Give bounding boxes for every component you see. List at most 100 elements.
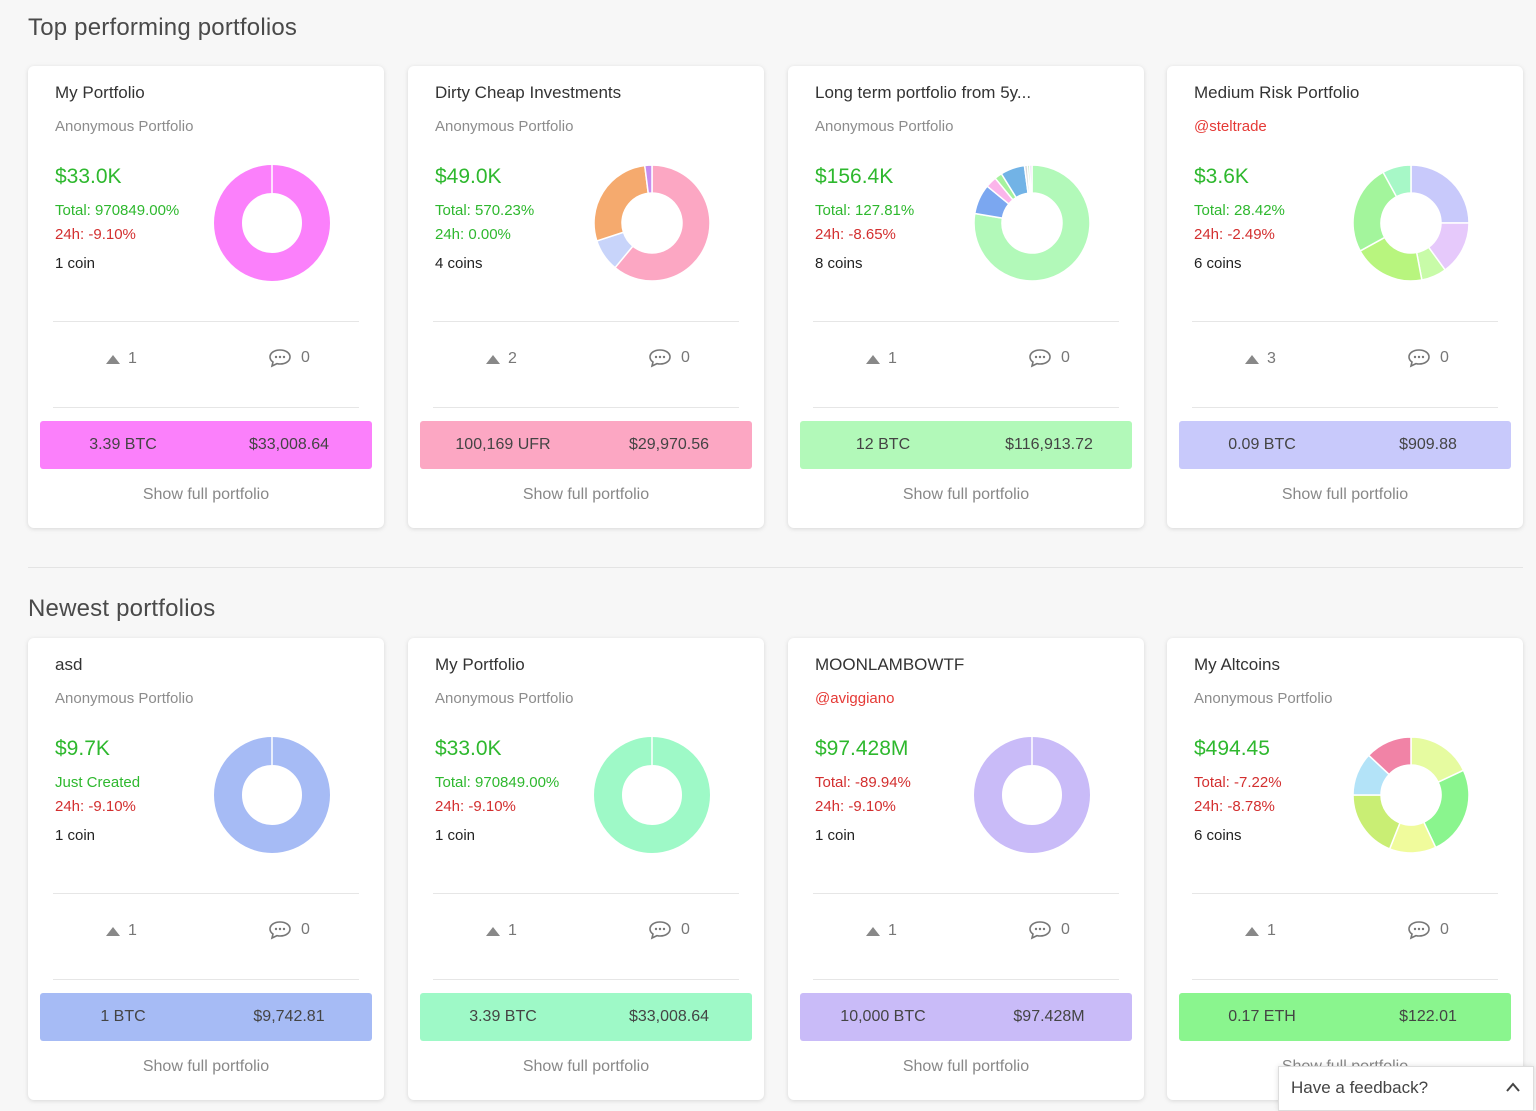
- portfolio-name[interactable]: Dirty Cheap Investments: [435, 83, 622, 102]
- portfolio-card[interactable]: Dirty Cheap Investments Anonymous Portfo…: [408, 66, 764, 528]
- portfolio-name[interactable]: Long term portfolio from 5y...: [815, 83, 1032, 102]
- triangle-up-icon: [106, 926, 120, 936]
- triangle-up-icon: [866, 354, 880, 364]
- upvote-button[interactable]: 3: [1245, 350, 1276, 368]
- holding-value: $909.88: [1399, 436, 1457, 453]
- show-full-portfolio-link[interactable]: Show full portfolio: [142, 486, 270, 503]
- show-full-portfolio-link[interactable]: Show full portfolio: [902, 486, 1030, 503]
- card-divider: [433, 407, 739, 408]
- card-divider: [433, 321, 739, 322]
- holding-amount: 100,169 UFR: [455, 436, 551, 453]
- show-full-portfolio-link[interactable]: Show full portfolio: [522, 486, 650, 503]
- card-divider: [53, 407, 359, 408]
- speech-bubble-icon: [269, 921, 291, 940]
- upvote-button[interactable]: 1: [1245, 922, 1276, 940]
- speech-bubble-icon: [649, 349, 671, 368]
- upvote-button[interactable]: 1: [486, 922, 517, 940]
- comments-button[interactable]: 0: [1407, 920, 1449, 940]
- upvote-button[interactable]: 1: [106, 350, 137, 368]
- feedback-label: Have a feedback?: [1291, 1078, 1429, 1097]
- show-full-portfolio-link[interactable]: Show full portfolio: [522, 1058, 650, 1075]
- portfolio-total-change: Total: 570.23%: [435, 202, 535, 219]
- section-divider: [28, 567, 1523, 568]
- top-holding-bar: 3.39 BTC $33,008.64: [420, 993, 752, 1041]
- portfolio-card[interactable]: My Portfolio Anonymous Portfolio $33.0K …: [28, 66, 384, 528]
- portfolio-total-change: Total: -89.94%: [815, 774, 911, 791]
- show-full-portfolio-link[interactable]: Show full portfolio: [1281, 486, 1409, 503]
- upvote-button[interactable]: 1: [106, 922, 137, 940]
- portfolio-card[interactable]: My Altcoins Anonymous Portfolio $494.45 …: [1167, 638, 1523, 1100]
- top-holding-bar: 10,000 BTC $97.428M: [800, 993, 1132, 1041]
- portfolio-value: $33.0K: [55, 165, 122, 188]
- comments-button[interactable]: 0: [1407, 348, 1449, 368]
- card-divider: [813, 979, 1119, 980]
- donut-slice: [613, 164, 711, 282]
- holding-value: $9,742.81: [253, 1008, 325, 1025]
- card-divider: [53, 321, 359, 322]
- card-divider: [433, 893, 739, 894]
- top-holding-bar: 0.09 BTC $909.88: [1179, 421, 1511, 469]
- comments-button[interactable]: 0: [268, 348, 310, 368]
- triangle-up-icon: [1245, 354, 1259, 364]
- card-divider: [1192, 407, 1498, 408]
- upvote-button[interactable]: 2: [486, 350, 517, 368]
- holding-amount: 1 BTC: [100, 1008, 146, 1025]
- comments-button[interactable]: 0: [648, 348, 690, 368]
- show-full-portfolio-link[interactable]: Show full portfolio: [902, 1058, 1030, 1075]
- portfolio-value: $9.7K: [55, 737, 110, 760]
- portfolio-24h-change: 24h: -9.10%: [55, 226, 136, 243]
- upvote-button[interactable]: 1: [866, 922, 897, 940]
- allocation-donut-chart: [974, 737, 1090, 853]
- portfolio-value: $33.0K: [435, 737, 502, 760]
- portfolio-value: $49.0K: [435, 165, 502, 188]
- portfolio-name[interactable]: My Portfolio: [435, 655, 525, 674]
- portfolio-name[interactable]: MOONLAMBOWTF: [815, 655, 965, 674]
- donut-slice: [593, 164, 650, 242]
- comments-button[interactable]: 0: [268, 920, 310, 940]
- portfolio-24h-change: 24h: -9.10%: [435, 798, 516, 815]
- portfolio-card[interactable]: asd Anonymous Portfolio $9.7K Just Creat…: [28, 638, 384, 1100]
- portfolio-name[interactable]: My Altcoins: [1194, 655, 1280, 674]
- chevron-up-icon[interactable]: [1505, 1081, 1521, 1093]
- donut-slice: [1352, 794, 1401, 850]
- comments-button[interactable]: 0: [1028, 920, 1070, 940]
- triangle-up-icon: [1245, 926, 1259, 936]
- upvote-button[interactable]: 1: [866, 350, 897, 368]
- portfolio-name[interactable]: Medium Risk Portfolio: [1194, 83, 1360, 102]
- triangle-up-icon: [486, 926, 500, 936]
- card-divider: [813, 893, 1119, 894]
- show-full-portfolio-link[interactable]: Show full portfolio: [142, 1058, 270, 1075]
- portfolio-card[interactable]: MOONLAMBOWTF @aviggiano $97.428M Total: …: [788, 638, 1144, 1100]
- portfolio-coin-count: 6 coins: [1194, 255, 1242, 272]
- comment-count: 0: [1061, 349, 1070, 366]
- holding-value: $33,008.64: [248, 436, 330, 453]
- portfolio-name[interactable]: My Portfolio: [55, 83, 145, 102]
- portfolio-card[interactable]: Long term portfolio from 5y... Anonymous…: [788, 66, 1144, 528]
- allocation-donut-chart: [973, 164, 1091, 282]
- portfolio-card[interactable]: Medium Risk Portfolio @steltrade $3.6K T…: [1167, 66, 1523, 528]
- feedback-widget[interactable]: Have a feedback?: [1278, 1066, 1534, 1111]
- portfolio-coin-count: 4 coins: [435, 255, 483, 272]
- card-divider: [1192, 979, 1498, 980]
- portfolio-total-change: Total: 127.81%: [815, 202, 915, 219]
- comments-button[interactable]: 0: [648, 920, 690, 940]
- holding-value: $116,913.72: [1005, 436, 1093, 453]
- speech-bubble-icon: [1029, 921, 1051, 940]
- portfolio-value: $97.428M: [815, 737, 909, 760]
- portfolio-name[interactable]: asd: [55, 655, 83, 674]
- portfolio-card[interactable]: My Portfolio Anonymous Portfolio $33.0K …: [408, 638, 764, 1100]
- triangle-up-icon: [866, 926, 880, 936]
- portfolio-owner: Anonymous Portfolio: [815, 118, 954, 135]
- donut-slice: [973, 164, 1091, 282]
- card-divider: [53, 893, 359, 894]
- portfolio-owner: @aviggiano: [815, 690, 895, 707]
- donut-slice: [1028, 164, 1033, 194]
- comments-button[interactable]: 0: [1028, 348, 1070, 368]
- portfolio-total-change: Total: -7.22%: [1194, 774, 1282, 791]
- card-divider: [813, 321, 1119, 322]
- comment-count: 0: [301, 921, 310, 938]
- portfolio-coin-count: 1 coin: [435, 827, 476, 844]
- allocation-donut-chart: [214, 737, 330, 853]
- allocation-donut-chart: [593, 164, 711, 282]
- portfolio-24h-change: 24h: -8.78%: [1194, 798, 1275, 815]
